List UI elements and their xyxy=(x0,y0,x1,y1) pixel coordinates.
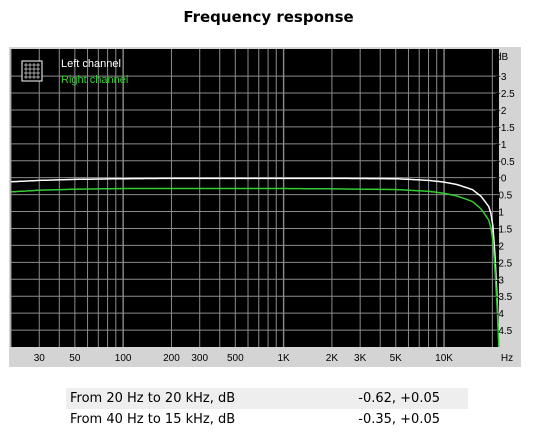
row-value: -0.35, +0.05 xyxy=(358,412,440,427)
x-tick-label: 100 xyxy=(115,353,132,364)
x-tick-label: 5K xyxy=(390,353,403,364)
y-tick-label: -1 xyxy=(495,208,504,219)
x-unit-label: Hz xyxy=(501,353,513,364)
y-tick-label: -4.5 xyxy=(495,326,513,337)
y-tick-label: +0.5 xyxy=(495,157,515,168)
y-tick-label: -1.5 xyxy=(495,224,513,235)
x-tick-label: 200 xyxy=(163,353,180,364)
chart-title: Frequency response xyxy=(183,8,354,26)
y-tick-label: +1 xyxy=(495,140,507,151)
y-tick-label: -3.5 xyxy=(495,292,513,303)
x-tick-label: 3K xyxy=(354,353,367,364)
y-tick-label: -0.5 xyxy=(495,191,513,202)
y-tick-label: +2 xyxy=(495,106,507,117)
y-tick-label: +2.5 xyxy=(495,89,515,100)
frequency-response-chart: Left channel Right channel dB +3 +2.5 +2 +1.5 +… xyxy=(10,49,515,364)
legend-left-channel: Left channel xyxy=(61,58,121,70)
y-tick-label: +0 xyxy=(495,174,507,185)
plot-area xyxy=(11,49,499,347)
x-tick-label: 30 xyxy=(34,353,46,364)
y-tick-label: -2.5 xyxy=(495,258,513,269)
x-tick-label: 2K xyxy=(326,353,339,364)
right-channel-line xyxy=(10,187,500,348)
x-tick-label: 50 xyxy=(69,353,81,364)
row-value: -0.62, +0.05 xyxy=(308,388,468,409)
y-tick-label: -4 xyxy=(495,309,504,320)
x-tick-label: 10K xyxy=(435,353,453,364)
table-row: From 20 Hz to 20 kHz, dB -0.62, +0.05 xyxy=(66,388,468,409)
x-tick-label: 500 xyxy=(227,353,244,364)
y-unit-label: dB xyxy=(496,52,509,63)
y-tick-label: +3 xyxy=(495,72,507,83)
row-label: From 40 Hz to 15 kHz, dB xyxy=(70,412,236,427)
legend-right-channel: Right channel xyxy=(61,74,128,86)
x-tick-label: 300 xyxy=(191,353,208,364)
y-tick-label: -2 xyxy=(495,241,504,252)
legend-icon xyxy=(21,60,43,82)
left-channel-line xyxy=(10,177,500,348)
summary-table: From 20 Hz to 20 kHz, dB -0.62, +0.05 Fr… xyxy=(66,388,468,430)
y-tick-label: +1.5 xyxy=(495,123,515,134)
y-tick-label: -3 xyxy=(495,275,504,286)
x-tick-label: 1K xyxy=(277,353,290,364)
chart-frame: Left channel Right channel dB +3 +2.5 +2 +1.5 +… xyxy=(9,47,521,367)
row-label: From 20 Hz to 20 kHz, dB xyxy=(66,388,309,409)
table-row: From 40 Hz to 15 kHz, dB -0.35, +0.05 xyxy=(66,409,468,430)
